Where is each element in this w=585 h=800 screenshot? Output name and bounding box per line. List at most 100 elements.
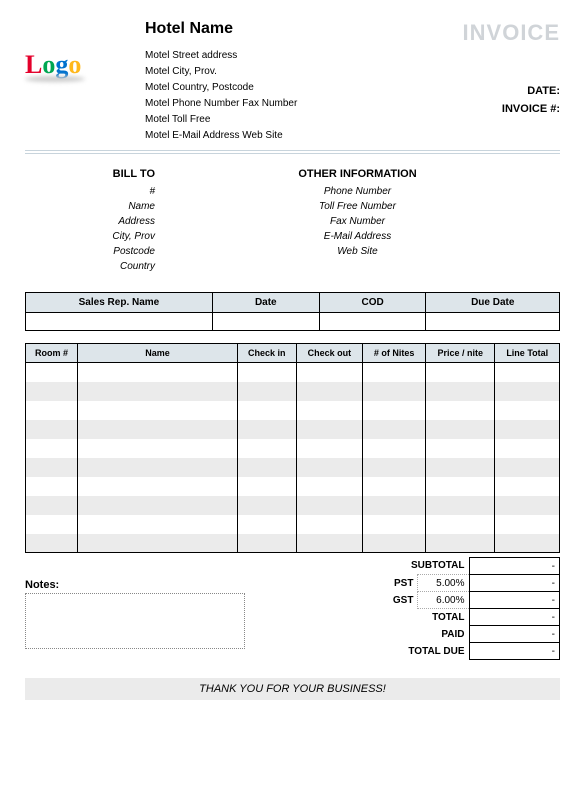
paid-label: PAID xyxy=(245,626,469,643)
item-cell[interactable] xyxy=(296,496,363,515)
item-cell[interactable] xyxy=(78,420,238,439)
item-cell[interactable] xyxy=(78,496,238,515)
item-cell[interactable] xyxy=(425,534,495,553)
item-cell[interactable] xyxy=(425,515,495,534)
item-cell[interactable] xyxy=(238,420,297,439)
item-cell[interactable] xyxy=(238,382,297,401)
item-cell[interactable] xyxy=(78,363,238,382)
item-cell[interactable] xyxy=(296,515,363,534)
item-cell[interactable] xyxy=(238,534,297,553)
meta-cell[interactable] xyxy=(26,313,213,331)
item-cell[interactable] xyxy=(238,363,297,382)
item-cell[interactable] xyxy=(26,458,78,477)
info-section: BILL TO # Name Address City, Prov Postco… xyxy=(25,168,560,274)
item-cell[interactable] xyxy=(425,477,495,496)
meta-cell[interactable] xyxy=(319,313,426,331)
table-row xyxy=(26,477,560,496)
item-cell[interactable] xyxy=(296,458,363,477)
item-cell[interactable] xyxy=(26,401,78,420)
item-cell[interactable] xyxy=(296,382,363,401)
item-cell[interactable] xyxy=(425,401,495,420)
pst-label: PST xyxy=(245,575,418,592)
item-cell[interactable] xyxy=(78,458,238,477)
item-cell[interactable] xyxy=(363,382,426,401)
address-line: Motel City, Prov. xyxy=(145,64,420,80)
item-cell[interactable] xyxy=(26,534,78,553)
item-cell[interactable] xyxy=(26,515,78,534)
item-cell[interactable] xyxy=(238,458,297,477)
other-info-field: E-Mail Address xyxy=(155,229,560,244)
item-cell[interactable] xyxy=(425,363,495,382)
item-cell[interactable] xyxy=(296,534,363,553)
item-cell[interactable] xyxy=(78,439,238,458)
item-cell[interactable] xyxy=(238,401,297,420)
totals-table: SUBTOTAL - PST 5.00% - GST 6.00% - TOTAL… xyxy=(245,557,560,660)
bill-to-field: Name xyxy=(25,199,155,214)
bill-to-field: # xyxy=(25,184,155,199)
item-cell[interactable] xyxy=(363,496,426,515)
item-cell[interactable] xyxy=(425,496,495,515)
table-row xyxy=(26,515,560,534)
item-cell[interactable] xyxy=(26,496,78,515)
item-cell[interactable] xyxy=(26,382,78,401)
notes-box[interactable] xyxy=(25,593,245,649)
table-row xyxy=(26,496,560,515)
pst-percent: 5.00% xyxy=(418,575,469,592)
item-cell[interactable] xyxy=(495,363,560,382)
table-row xyxy=(26,363,560,382)
item-cell[interactable] xyxy=(78,382,238,401)
item-cell[interactable] xyxy=(363,477,426,496)
items-header: Price / nite xyxy=(425,344,495,363)
item-cell[interactable] xyxy=(495,382,560,401)
invoice-title: INVOICE xyxy=(420,20,560,46)
item-cell[interactable] xyxy=(78,515,238,534)
total-due-value: - xyxy=(469,643,560,660)
item-cell[interactable] xyxy=(495,458,560,477)
bill-to-block: BILL TO # Name Address City, Prov Postco… xyxy=(25,168,155,274)
paid-value: - xyxy=(469,626,560,643)
meta-cell[interactable] xyxy=(212,313,319,331)
gst-value: - xyxy=(469,592,560,609)
item-cell[interactable] xyxy=(26,477,78,496)
item-cell[interactable] xyxy=(296,401,363,420)
item-cell[interactable] xyxy=(296,439,363,458)
subtotal-value: - xyxy=(469,558,560,575)
item-cell[interactable] xyxy=(495,515,560,534)
item-cell[interactable] xyxy=(425,439,495,458)
item-cell[interactable] xyxy=(425,382,495,401)
item-cell[interactable] xyxy=(495,401,560,420)
item-cell[interactable] xyxy=(425,458,495,477)
item-cell[interactable] xyxy=(363,401,426,420)
item-cell[interactable] xyxy=(363,534,426,553)
item-cell[interactable] xyxy=(238,515,297,534)
item-cell[interactable] xyxy=(238,439,297,458)
item-cell[interactable] xyxy=(78,534,238,553)
address-line: Motel E-Mail Address Web Site xyxy=(145,128,420,144)
item-cell[interactable] xyxy=(363,458,426,477)
item-cell[interactable] xyxy=(26,420,78,439)
item-cell[interactable] xyxy=(495,534,560,553)
item-cell[interactable] xyxy=(363,420,426,439)
item-cell[interactable] xyxy=(363,363,426,382)
item-cell[interactable] xyxy=(495,496,560,515)
meta-cell[interactable] xyxy=(426,313,560,331)
total-label: TOTAL xyxy=(245,609,469,626)
item-cell[interactable] xyxy=(495,439,560,458)
item-cell[interactable] xyxy=(425,420,495,439)
item-cell[interactable] xyxy=(296,477,363,496)
item-cell[interactable] xyxy=(78,477,238,496)
item-cell[interactable] xyxy=(495,420,560,439)
item-cell[interactable] xyxy=(26,439,78,458)
item-cell[interactable] xyxy=(238,496,297,515)
item-cell[interactable] xyxy=(78,401,238,420)
hotel-name: Hotel Name xyxy=(145,20,420,38)
item-cell[interactable] xyxy=(296,420,363,439)
item-cell[interactable] xyxy=(238,477,297,496)
address-line: Motel Country, Postcode xyxy=(145,80,420,96)
item-cell[interactable] xyxy=(26,363,78,382)
other-info-field: Phone Number xyxy=(155,184,560,199)
item-cell[interactable] xyxy=(363,439,426,458)
item-cell[interactable] xyxy=(296,363,363,382)
item-cell[interactable] xyxy=(495,477,560,496)
item-cell[interactable] xyxy=(363,515,426,534)
